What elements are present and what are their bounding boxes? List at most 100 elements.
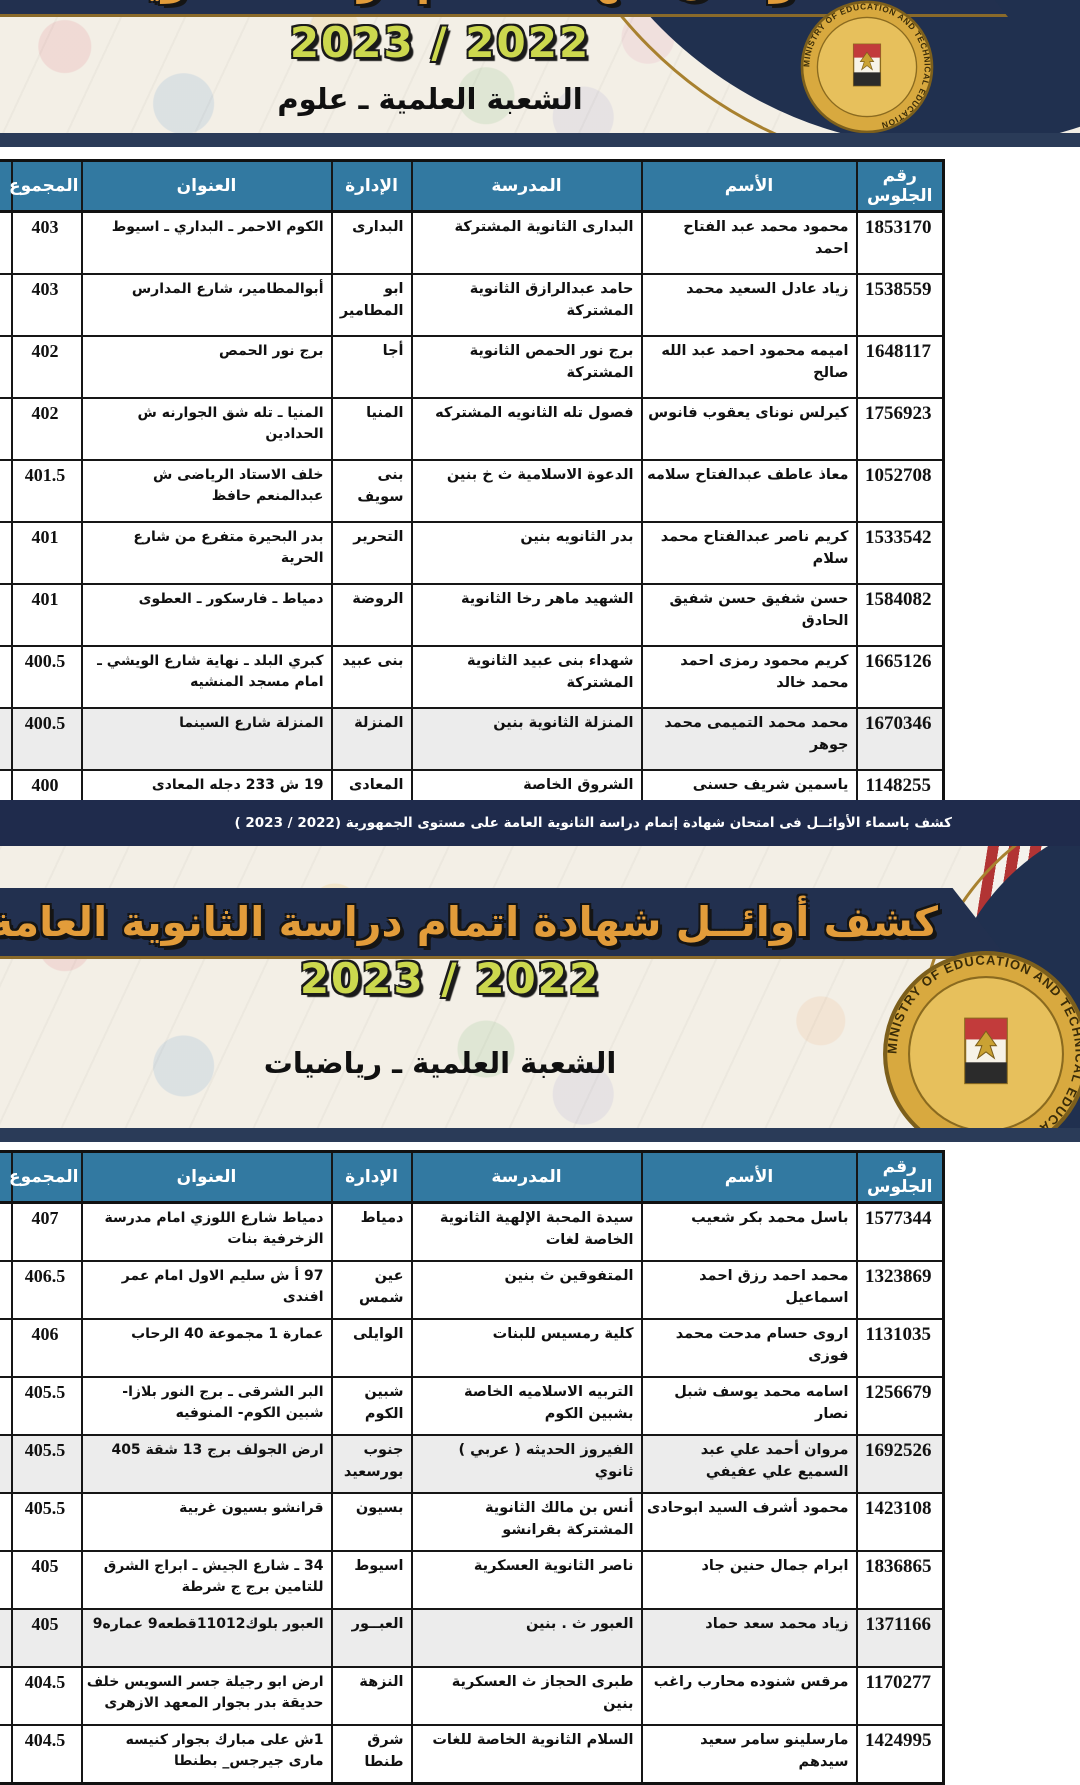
student-name-cell: اسامه محمد يوسف شبل نصار [640,1376,858,1436]
student-name-cell: باسل محمد بكر شعيب [640,1201,858,1262]
seat-number-cell: 1692526 [855,1434,945,1494]
school-cell: البدارى الثانوية المشتركة [410,210,643,275]
page-title: كشف أوائــل شهادة اتمام دراسة الثانوية ا… [0,898,938,946]
seat-number-cell: 1756923 [855,397,945,461]
address-cell: عمارة 1 مجموعة 40 الرحاب [80,1318,333,1378]
total-score-cell: 406 [10,1318,83,1378]
admin-cell: النزهة [330,1666,413,1726]
seat-number-cell: 1052708 [855,459,945,523]
seat-number-cell: 1424995 [855,1724,945,1785]
seat-number-cell: 1665126 [855,645,945,709]
admin-cell: دمياط [330,1201,413,1262]
total-score-cell: 404.5 [10,1666,83,1726]
address-cell: بدر البحيرة متفرع من شارع الحرية [80,521,333,585]
table-row: 1256679 اسامه محمد يوسف شبل نصار التربيه… [0,1376,945,1436]
table-row: 1424995 مارسلينو سامر سعيد سيدهم السلام … [0,1724,945,1785]
admin-cell: جنوب بورسعيد [330,1434,413,1494]
total-score-cell: 405.5 [10,1434,83,1494]
total-score-cell: 401 [10,521,83,585]
student-name-cell: كريم ناصر عبدالفتاح محمد سلام [640,521,858,585]
page-title: كشف أوائــل شهادة اتمام دراسة الثانوية ا… [0,0,938,4]
seat-number-cell: 1577344 [855,1201,945,1262]
school-cell: الدعوة الاسلامية ث خ بنين [410,459,643,523]
student-name-cell: مروان أحمد علي عبد السميع علي عفيفي [640,1434,858,1494]
total-score-cell: 407 [10,1201,83,1262]
cut-column-cell [0,521,13,585]
table-row: 1323869 محمد احمد رزق احمد اسماعيل المتف… [0,1260,945,1320]
cut-column-cell [0,1434,13,1494]
admin-cell: الروضة [330,583,413,647]
school-cell: فصول تله الثانويه المشتركه [410,397,643,461]
cut-column-cell [0,397,13,461]
seat-number-cell: 1256679 [855,1376,945,1436]
admin-cell: بنى عبيد [330,645,413,709]
section-subtitle-mathematics: الشعبة العلمية ـ رياضيات [263,1046,617,1080]
col-header-admin: الإدارة [330,1150,413,1204]
total-score-cell: 403 [10,273,83,337]
table-row: 1648117 اميمه محمود احمد عبد الله صالح ب… [0,335,945,399]
address-cell: الكوم الاحمر ـ البداري ـ اسيوط [80,210,333,275]
cut-column-cell [0,1492,13,1552]
school-cell: السلام الثانوية الخاصة للغات [410,1724,643,1785]
admin-cell: المنزلة [330,707,413,771]
ministry-medal-icon: MINISTRY OF EDUCATION AND TECHNICAL EDUC… [883,951,1080,1128]
admin-cell: بنى سويف [330,459,413,523]
school-cell: حامد عبدالرازق الثانوية المشتركة [410,273,643,337]
school-cell: التربيه الاسلاميه الخاصة بشبين الكوم [410,1376,643,1436]
address-cell: العبور بلوك11012قطعه9 عماره9 [80,1608,333,1668]
cut-column-cell [0,583,13,647]
admin-cell: عين شمس [330,1260,413,1320]
school-cell: سيدة المحبة الإلهية الثانوية الخاصة لغات [410,1201,643,1262]
school-cell: شهداء بنى عبيد الثانوية المشتركة [410,645,643,709]
total-score-cell: 402 [10,397,83,461]
table-row: 1533542 كريم ناصر عبدالفتاح محمد سلام بد… [0,521,945,585]
total-score-cell: 400.5 [10,707,83,771]
table-row: 1423108 محمود أشرف السيد ابوحادى أنس بن … [0,1492,945,1552]
table-header-row: رقم الجلوس الأسم المدرسة الإدارة العنوان… [0,1150,945,1204]
seat-number-cell: 1853170 [855,210,945,275]
student-name-cell: اميمه محمود احمد عبد الله صالح [640,335,858,399]
admin-cell: العبــور [330,1608,413,1668]
results-table: رقم الجلوس الأسم المدرسة الإدارة العنوان… [0,159,945,834]
col-header-name: الأسم [640,1150,858,1204]
admin-cell: البدارى [330,210,413,275]
student-name-cell: حسن شفيق حسن شفيق الحادق [640,583,858,647]
student-name-cell: مارسلينو سامر سعيد سيدهم [640,1724,858,1785]
school-cell: المنزلة الثانوية بنين [410,707,643,771]
col-header-address: العنوان [80,1150,333,1204]
table-row: 1756923 كيرلس نوناى يعقوب فانوس فصول تله… [0,397,945,461]
col-header-total: المجموع [9,1150,83,1204]
total-score-cell: 400.5 [10,645,83,709]
results-table-science: رقم الجلوس الأسم المدرسة الإدارة العنوان… [0,159,945,834]
address-cell: خلف الاستاد الرياضى ش عبدالمنعم حافظ [80,459,333,523]
total-score-cell: 401.5 [10,459,83,523]
address-cell: المنزلة شارع السينما [80,707,333,771]
total-score-cell: 404.5 [10,1724,83,1785]
student-name-cell: زياد محمد سعد حماد [640,1608,858,1668]
address-cell: ارض ابو رجيلة جسر السويس خلف حديقة بدر ب… [80,1666,333,1726]
col-header-address: العنوان [80,159,333,213]
col-header-seat: رقم الجلوس [855,159,945,213]
student-name-cell: معاذ عاطف عبدالفتاح سلامه [640,459,858,523]
cut-column-cell [0,1260,13,1320]
admin-cell: المنيا [330,397,413,461]
seat-number-cell: 1423108 [855,1492,945,1552]
student-name-cell: محمد محمد التميمى محمد جوهر [640,707,858,771]
student-name-cell: كريم محمود رمزى احمد محمد خالد [640,645,858,709]
address-cell: برج نور الحمص [80,335,333,399]
total-score-cell: 401 [10,583,83,647]
seat-number-cell: 1538559 [855,273,945,337]
address-cell: دمياط ـ فارسكور ـ العطوى [80,583,333,647]
cut-column-cell [0,1201,13,1262]
address-cell: كبري البلد ـ نهاية شارع الويشي ـ امام مس… [80,645,333,709]
cut-column-cell [0,1666,13,1726]
total-score-cell: 405 [10,1608,83,1668]
address-cell: ارض الجولف برج 13 شقة 405 [80,1434,333,1494]
student-name-cell: زياد عادل السعيد محمد [640,273,858,337]
school-cell: الشهيد ماهر رخا الثانوية [410,583,643,647]
cut-column-cell [0,210,13,275]
table-row: 1692526 مروان أحمد علي عبد السميع علي عف… [0,1434,945,1494]
col-header-school: المدرسة [410,1150,643,1204]
student-name-cell: محمد احمد رزق احمد اسماعيل [640,1260,858,1320]
